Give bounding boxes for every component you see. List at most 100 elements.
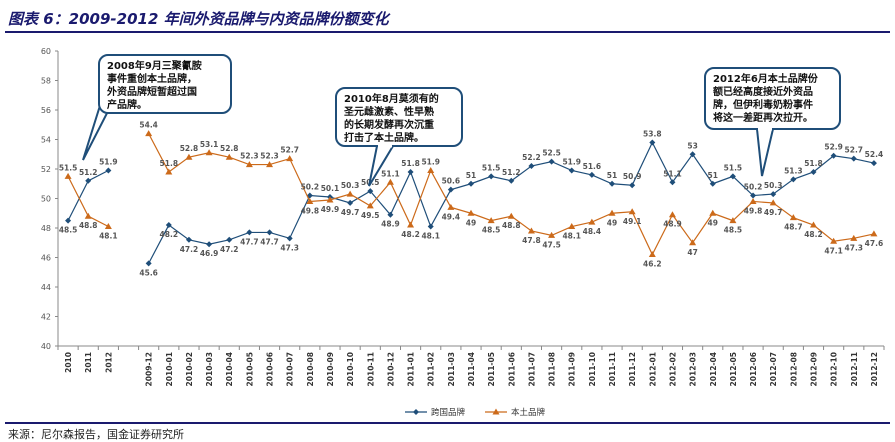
domestic-data-label: 48.5 bbox=[482, 226, 501, 235]
multinational-data-point bbox=[709, 180, 716, 187]
domestic-data-point bbox=[64, 172, 72, 179]
multinational-data-label: 52.5 bbox=[542, 149, 561, 158]
domestic-data-point bbox=[286, 155, 294, 162]
domestic-data-label: 52.3 bbox=[260, 152, 279, 161]
domestic-data-point bbox=[326, 196, 334, 203]
callout-text-line: 圣元雌激素、性早熟 bbox=[344, 105, 434, 118]
domestic-data-label: 49.5 bbox=[361, 211, 380, 220]
legend-marker-diamond bbox=[413, 409, 419, 415]
multinational-data-label: 48.9 bbox=[381, 220, 400, 229]
callout-text-line: 的长期发酵再次沉重 bbox=[344, 118, 434, 131]
multinational-data-point bbox=[347, 199, 354, 206]
multinational-data-label: 50.1 bbox=[321, 184, 340, 193]
multinational-data-label: 51 bbox=[466, 171, 476, 180]
multinational-data-label: 49.7 bbox=[341, 208, 360, 217]
callout-text-line: 外资品牌短暂超过国 bbox=[106, 85, 197, 98]
multinational-data-point bbox=[790, 176, 797, 183]
domestic-data-label: 48.1 bbox=[99, 232, 118, 241]
multinational-data-label: 47.2 bbox=[220, 245, 239, 254]
domestic-data-point bbox=[407, 221, 415, 228]
multinational-data-point bbox=[407, 168, 414, 175]
x-tick-label: 2011-02 bbox=[427, 352, 436, 386]
domestic-data-label: 51.5 bbox=[59, 163, 78, 172]
x-tick-label: 2012-07 bbox=[769, 352, 778, 386]
domestic-data-point bbox=[467, 209, 475, 216]
multinational-data-point bbox=[367, 188, 374, 195]
legend-marker-triangle bbox=[492, 408, 500, 415]
domestic-data-point bbox=[648, 251, 656, 258]
x-tick-label: 2010-03 bbox=[205, 352, 214, 386]
domestic-data-point bbox=[507, 212, 515, 219]
data-labels: 48.551.251.945.648.247.2 46.9 47.247.7 47.7… bbox=[59, 121, 883, 278]
chart-title: 图表 6：2009-2012 年间外资品牌与内资品牌份额变化 bbox=[8, 10, 389, 28]
domestic-data-label: 48.2 bbox=[401, 230, 420, 239]
multinational-data-point bbox=[488, 173, 495, 180]
domestic-data-label: 48.9 bbox=[663, 220, 682, 229]
x-tick-label: 2011-07 bbox=[527, 352, 536, 386]
domestic-data-label: 52.8 bbox=[220, 144, 239, 153]
multinational-data-point bbox=[689, 151, 696, 158]
callout-text-line: 牌，但伊利毒奶粉事件 bbox=[713, 98, 813, 111]
domestic-data-label: 49.7 bbox=[764, 208, 783, 217]
domestic-data-label: 54.4 bbox=[139, 121, 158, 130]
multinational-data-point bbox=[286, 235, 293, 242]
domestic-data-point bbox=[769, 199, 777, 206]
y-tick-label: 50 bbox=[41, 195, 51, 204]
callout-text-line: 打击了本土品牌。 bbox=[344, 131, 424, 144]
multinational-data-label: 50.2 bbox=[744, 183, 763, 192]
x-tick-label: 2012-04 bbox=[709, 352, 718, 386]
domestic-data-point bbox=[225, 153, 233, 160]
callout-text-line: 2010年8月莫须有的 bbox=[344, 92, 439, 105]
legend-label: 跨国品牌 bbox=[431, 407, 466, 418]
multinational-data-point bbox=[850, 155, 857, 162]
multinational-data-point bbox=[669, 179, 676, 186]
multinational-data-point bbox=[145, 260, 152, 267]
legend-label: 本土品牌 bbox=[511, 407, 546, 418]
x-tick-label: 2011 bbox=[84, 352, 93, 373]
domestic-data-point bbox=[527, 227, 535, 234]
multinational-data-label: 51.6 bbox=[583, 162, 602, 171]
domestic-data-point bbox=[709, 209, 717, 216]
domestic-data-label: 49 bbox=[708, 218, 718, 227]
multinational-data-point bbox=[508, 177, 515, 184]
x-tick-label: 2011-04 bbox=[467, 352, 476, 386]
multinational-data-point bbox=[447, 186, 454, 193]
domestic-data-label: 51.9 bbox=[421, 157, 440, 166]
callout-text-line: 额已经高度接近外资品 bbox=[713, 85, 813, 98]
x-tick-label: 2012-03 bbox=[689, 352, 698, 386]
domestic-data-label: 48.2 bbox=[804, 230, 823, 239]
y-tick-label: 54 bbox=[41, 136, 51, 145]
domestic-data-label: 49.8 bbox=[301, 206, 320, 215]
multinational-data-point bbox=[165, 222, 172, 229]
multinational-data-label: 51 bbox=[607, 171, 617, 180]
y-tick-label: 58 bbox=[41, 77, 51, 86]
domestic-data-point bbox=[165, 168, 173, 175]
y-tick-label: 42 bbox=[41, 313, 51, 322]
domestic-data-point bbox=[447, 203, 455, 210]
multinational-data-point bbox=[266, 229, 273, 236]
multinational-data-point bbox=[729, 173, 736, 180]
x-tick-label: 2009-12 bbox=[145, 352, 154, 386]
multinational-data-label: 46.9 bbox=[200, 249, 219, 258]
x-tick-label: 2011-08 bbox=[548, 352, 557, 386]
x-tick-label: 2011-09 bbox=[568, 352, 577, 386]
x-tick-label: 2010-12 bbox=[386, 352, 395, 386]
domestic-data-label: 52.8 bbox=[180, 144, 199, 153]
domestic-data-point bbox=[245, 161, 253, 168]
multinational-data-point bbox=[427, 223, 434, 230]
domestic-data-point bbox=[366, 202, 374, 209]
multinational-data-label: 51.5 bbox=[482, 163, 501, 172]
y-tick-label: 44 bbox=[41, 283, 51, 292]
multinational-data-point bbox=[387, 211, 394, 218]
domestic-data-label: 47 bbox=[687, 248, 697, 257]
multinational-data-label: 47.3 bbox=[280, 243, 299, 252]
x-tick-label: 2011-12 bbox=[628, 352, 637, 386]
callout-box bbox=[98, 54, 232, 114]
multinational-data-label: 51 bbox=[708, 171, 718, 180]
domestic-data-point bbox=[729, 217, 737, 224]
multinational-data-point bbox=[870, 160, 877, 167]
callout-box bbox=[335, 87, 463, 147]
